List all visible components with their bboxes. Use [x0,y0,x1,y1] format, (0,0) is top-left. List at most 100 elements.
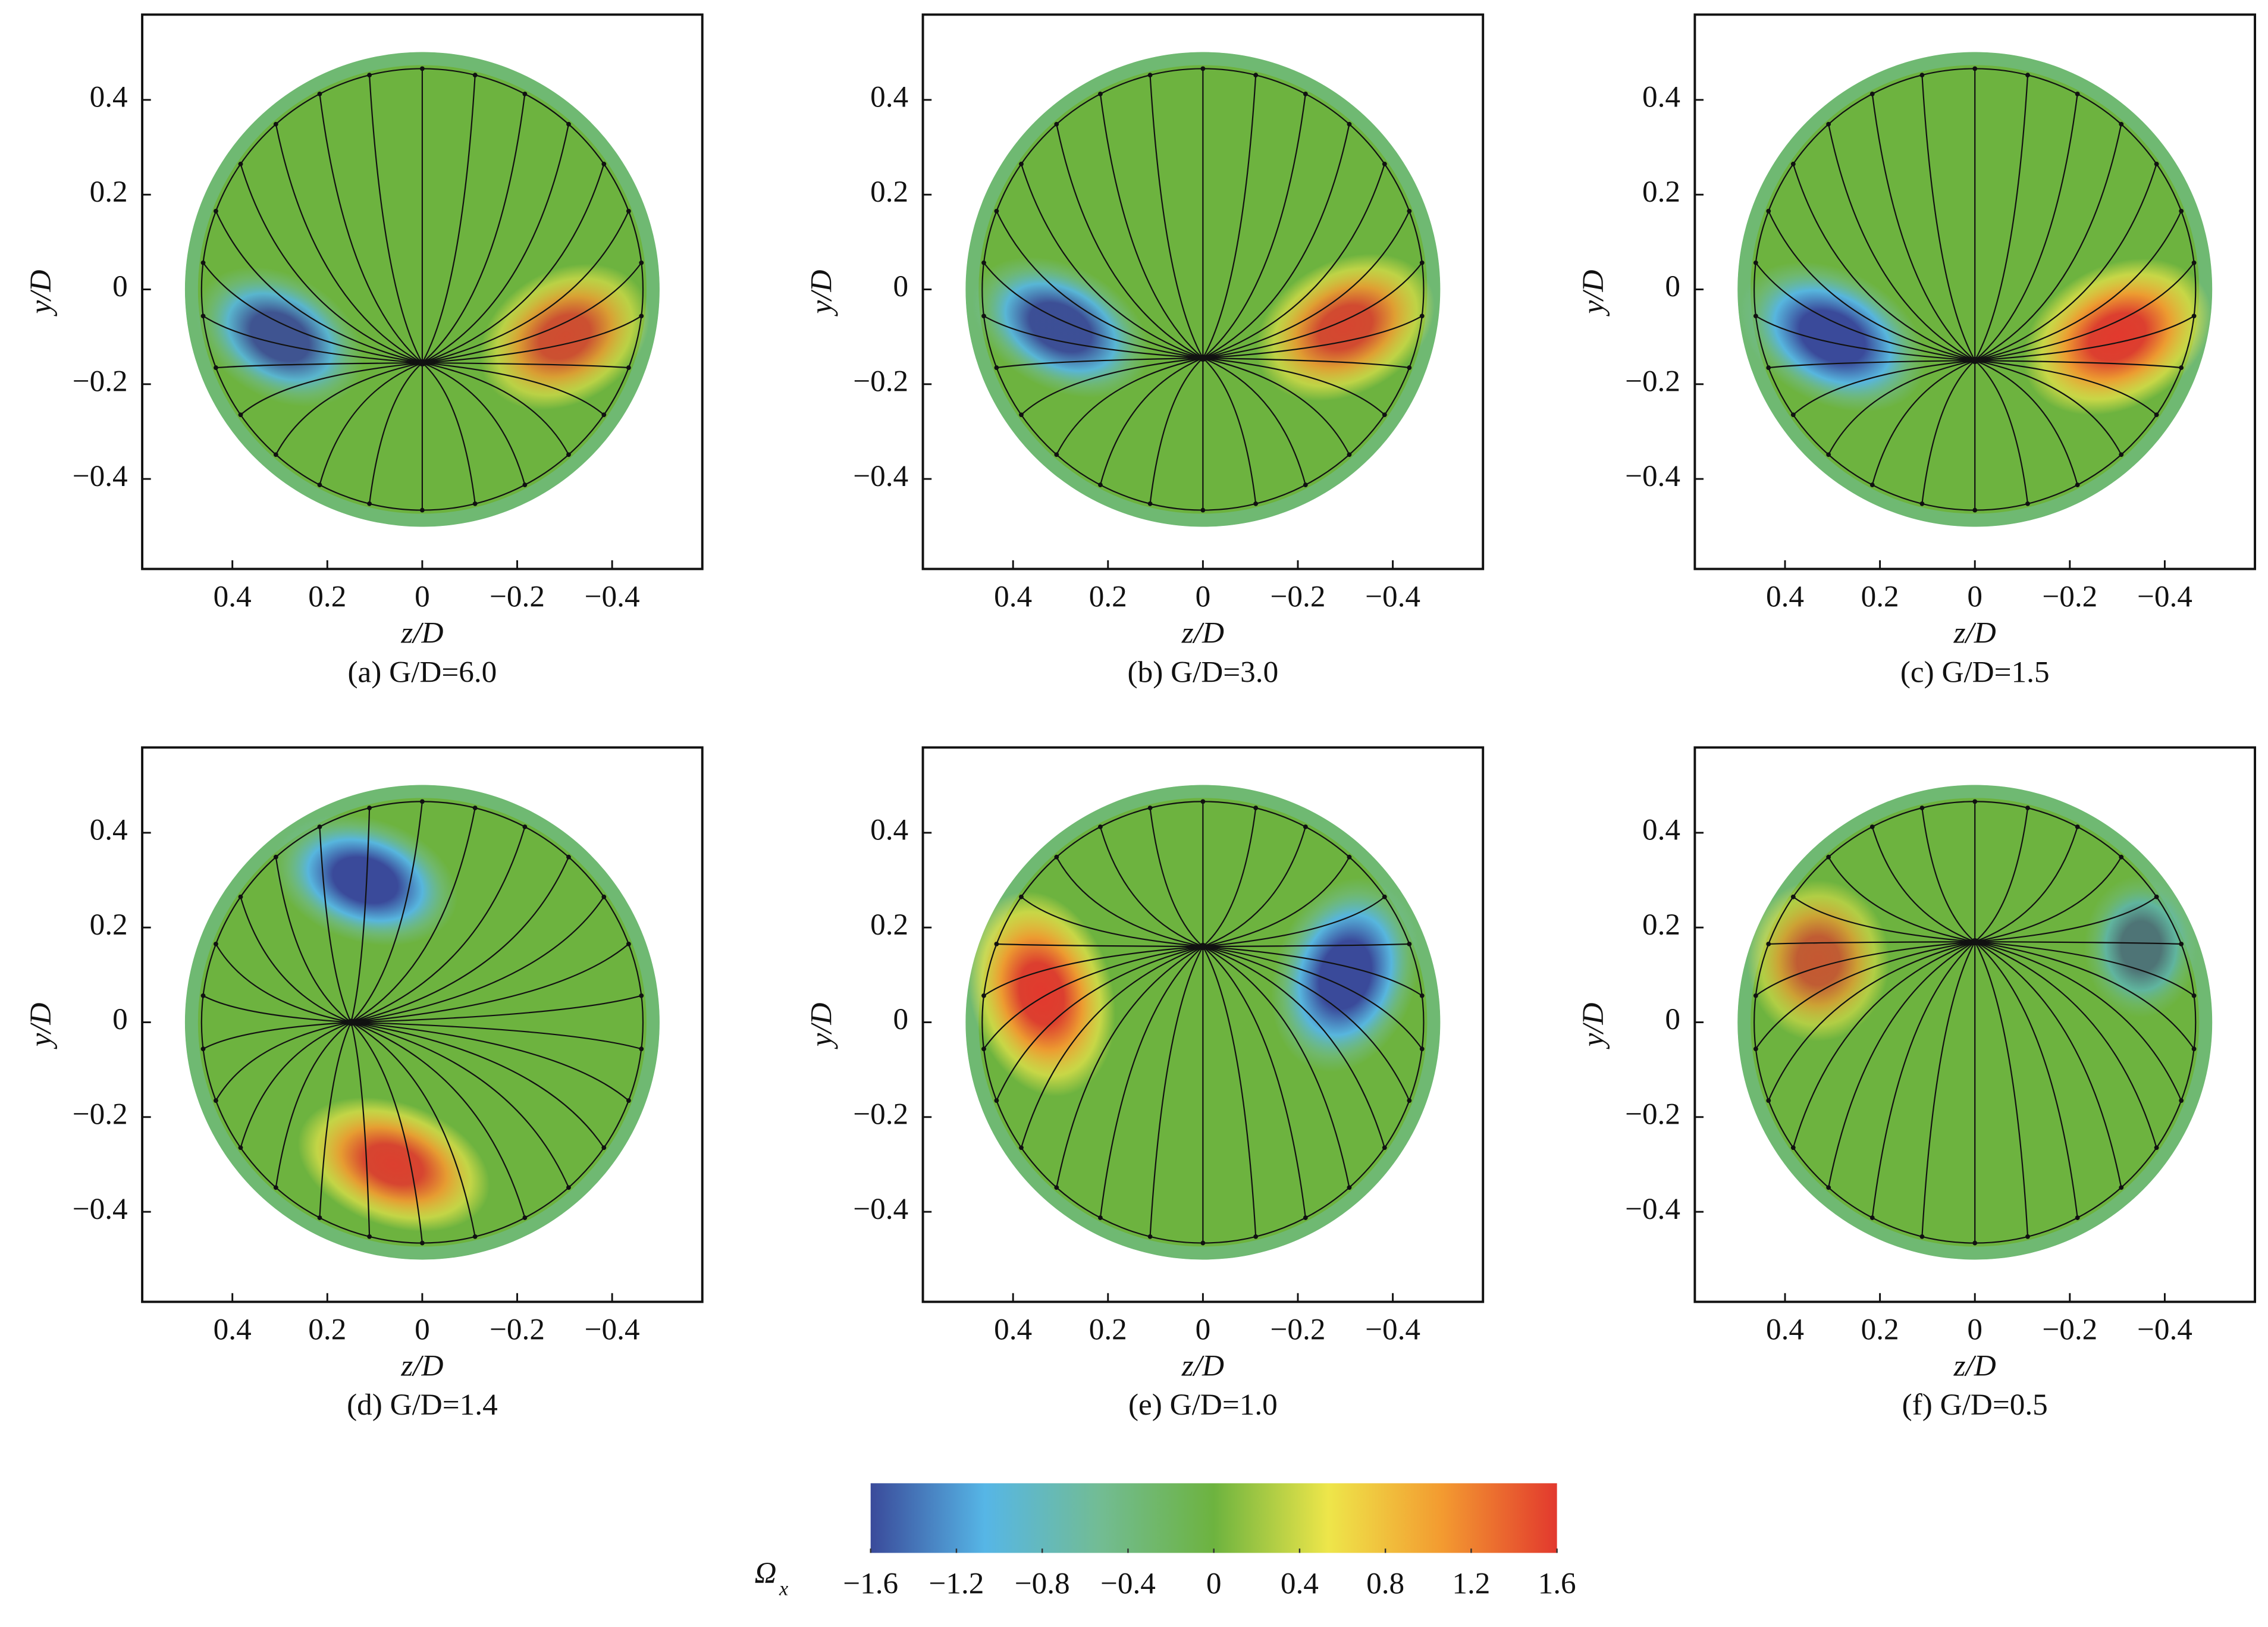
streamline [1974,808,2029,942]
streamline-dot [2154,1145,2159,1151]
streamline [369,75,423,363]
streamline [1974,826,2078,943]
streamline-dot [626,941,631,946]
streamline [996,357,1203,369]
y-axis-label: y/D [804,269,838,316]
streamline-dot [2191,1046,2197,1052]
negative-vortex [1739,261,1926,412]
streamline-dot [420,507,425,513]
streamline-dot [1972,507,1978,513]
streamline-dot [1347,854,1352,860]
streamline [1975,941,2182,945]
streamline [1975,359,2182,369]
field-rim [1737,785,2213,1260]
streamline [1768,359,1975,369]
vorticity-field [1737,52,2213,527]
streamline-dot [273,121,278,127]
y-tick-label: −0.4 [1625,1192,1680,1226]
streamline [1974,941,2029,1237]
panel-caption: (e) G/D=1.0 [1128,1388,1278,1422]
streamline [1974,360,2029,504]
streamline-dot [1790,894,1796,899]
streamline-dot [214,209,218,214]
x-tick-label: −0.2 [2042,579,2097,613]
streamline-dot [1419,260,1425,265]
streamline [1056,124,1203,359]
streamline [1203,943,1410,948]
streamline [1974,164,2157,362]
streamline [1975,315,2195,362]
streamline-dot [2191,993,2197,998]
node-point [1199,942,1207,951]
streamline [240,896,352,1023]
streamline-dot [1919,73,1925,78]
x-axis-label: z/D [1953,1349,1996,1383]
y-tick-label: −0.2 [73,365,128,399]
x-tick-label: 0.4 [1766,579,1804,613]
streamline [1021,896,1203,948]
streamline [319,1021,352,1218]
x-tick-label: −0.4 [2137,579,2192,613]
x-tick-label: −0.4 [1365,579,1420,613]
streamline [1828,124,1975,361]
streamline [1975,941,2195,1049]
streamline-dot [317,824,322,829]
streamline [1871,93,1975,361]
streamline-dot [1098,482,1103,487]
streamline [1202,358,1257,504]
streamline [1203,357,1350,455]
streamline-dot [566,121,571,127]
streamline-dot [2075,1215,2080,1220]
streamline [215,943,352,1023]
streamline-dot [1382,161,1387,167]
streamline [350,808,371,1023]
x-axis-label: z/D [1953,616,1996,650]
streamline [1099,946,1204,1218]
y-tick-label: 0.2 [870,908,908,942]
y-tick-label: −0.4 [73,459,128,493]
streamline-dot [200,993,206,998]
streamline-dot [1766,1098,1771,1103]
streamline-dot [1303,92,1308,96]
y-tick-label: 0.4 [1642,813,1680,847]
streamline-dot [1054,1185,1059,1190]
streamline [1099,357,1203,485]
streamline-dot [1253,805,1259,811]
streamline [1768,211,1975,362]
streamline-dot [2179,209,2184,214]
streamline-dot [1919,805,1925,811]
streamline [351,943,629,1023]
streamline-dot [420,799,425,804]
streamline-dot [367,73,372,78]
streamline [996,945,1203,1101]
vorticity-field [965,785,1441,1260]
streamline [351,1021,642,1050]
streamline [422,262,642,364]
streamline-dot [1753,993,1758,998]
streamline-dot [1303,482,1308,487]
streamline-dot [566,854,571,860]
streamline [1755,315,1975,362]
streamline [350,1022,371,1237]
streamline [422,362,569,455]
x-tick-label: 0 [1196,579,1211,613]
streamline-dot [626,209,631,214]
x-tick-label: 0.4 [214,579,252,613]
streamline-dot [601,161,607,167]
vorticity-field [965,52,1441,527]
streamline-dot [1382,1145,1387,1151]
streamline [1974,941,2182,1101]
streamline [1021,357,1203,416]
streamline-dot [367,501,372,506]
streamline-dot [626,1098,631,1103]
streamline-dot [1253,73,1259,78]
streamline-dot [1407,1098,1412,1103]
streamline [351,1021,605,1148]
streamline [275,1021,352,1188]
colorbar-tick-label: 0.4 [1281,1566,1319,1600]
panel: 0.4 0.2 0 −0.2 −0.4 −0.4 −0.2 0 0.2 0.4 z/D y/D (f) … [1576,746,2256,1422]
streamline-dot [1753,314,1758,319]
streamline-dot [1826,854,1831,860]
streamline-dot [238,161,243,167]
positive-vortex [1747,880,1890,1042]
